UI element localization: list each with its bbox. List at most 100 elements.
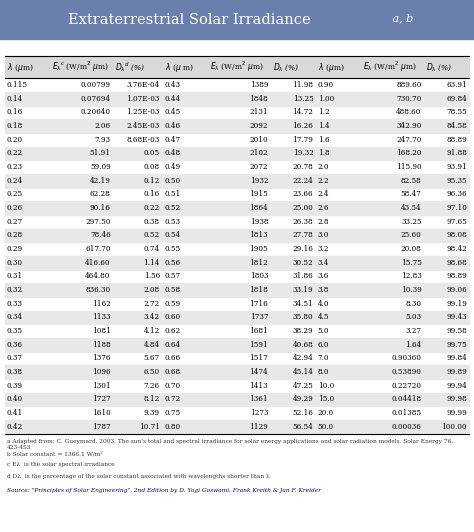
Text: 2.8: 2.8 [318, 218, 329, 226]
Text: 0.80: 0.80 [164, 423, 180, 431]
Text: 16.26: 16.26 [292, 122, 313, 130]
Text: 49.29: 49.29 [292, 395, 313, 403]
Text: 1716: 1716 [249, 300, 268, 307]
Text: 4.0: 4.0 [318, 300, 329, 307]
Text: 0.53890: 0.53890 [392, 368, 421, 376]
Text: 0.36: 0.36 [7, 340, 23, 349]
Text: 1787: 1787 [92, 423, 110, 431]
Text: 1727: 1727 [92, 395, 110, 403]
Text: 78.46: 78.46 [90, 231, 110, 239]
Text: 23.66: 23.66 [293, 190, 313, 198]
Text: $D_\lambda$ (%): $D_\lambda$ (%) [426, 61, 453, 73]
Text: 1905: 1905 [249, 245, 268, 253]
Text: 1681: 1681 [249, 327, 268, 335]
Text: 84.58: 84.58 [446, 122, 467, 130]
Text: 0.72: 0.72 [164, 395, 180, 403]
Text: 0.49: 0.49 [164, 163, 180, 171]
Text: $\lambda$ ($\mu$m): $\lambda$ ($\mu$m) [7, 61, 34, 73]
Text: 1.6: 1.6 [318, 136, 329, 144]
Text: 297.50: 297.50 [85, 218, 110, 226]
Text: 7.26: 7.26 [144, 382, 160, 390]
Text: 0.38: 0.38 [144, 218, 160, 226]
Text: 50.0: 50.0 [318, 423, 334, 431]
Text: 488.60: 488.60 [396, 109, 421, 117]
Text: 0.48: 0.48 [164, 149, 180, 157]
Text: 0.42: 0.42 [7, 423, 23, 431]
Text: 69.84: 69.84 [446, 95, 467, 103]
Text: 0.57: 0.57 [164, 272, 180, 280]
Text: 11.98: 11.98 [292, 81, 313, 89]
Text: 3.0: 3.0 [318, 231, 329, 239]
Text: 416.60: 416.60 [85, 259, 110, 267]
Text: 90.16: 90.16 [90, 204, 110, 212]
Text: 78.55: 78.55 [446, 109, 467, 117]
Text: 7.0: 7.0 [318, 354, 329, 362]
Text: 96.36: 96.36 [446, 190, 467, 198]
Text: 2131: 2131 [249, 109, 268, 117]
Text: Extraterrestrial Solar Irradiance: Extraterrestrial Solar Irradiance [68, 13, 311, 27]
Text: 99.75: 99.75 [446, 340, 467, 349]
Text: 1813: 1813 [249, 231, 268, 239]
Text: 1.2: 1.2 [318, 109, 329, 117]
Text: 63.91: 63.91 [446, 81, 467, 89]
Text: 99.06: 99.06 [446, 286, 467, 294]
Text: 1096: 1096 [92, 368, 110, 376]
Text: 99.58: 99.58 [446, 327, 467, 335]
Text: 0.47: 0.47 [164, 136, 180, 144]
Text: 0.46: 0.46 [164, 122, 180, 130]
Text: 1.56: 1.56 [144, 272, 160, 280]
Text: 0.52: 0.52 [164, 204, 180, 212]
Text: 98.68: 98.68 [446, 259, 467, 267]
Text: 1162: 1162 [92, 300, 110, 307]
Text: 3.6: 3.6 [318, 272, 329, 280]
Text: 0.75: 0.75 [164, 409, 180, 417]
Text: 4.12: 4.12 [144, 327, 160, 335]
Text: 1803: 1803 [250, 272, 268, 280]
Text: 0.00799: 0.00799 [81, 81, 110, 89]
Text: 4.84: 4.84 [144, 340, 160, 349]
Text: 0.05: 0.05 [144, 149, 160, 157]
Text: 1.00: 1.00 [318, 95, 334, 103]
Text: 1517: 1517 [249, 354, 268, 362]
Text: 0.90: 0.90 [318, 81, 334, 89]
Text: 58.47: 58.47 [401, 190, 421, 198]
Text: 2.45E-03: 2.45E-03 [127, 122, 160, 130]
Text: 13.25: 13.25 [292, 95, 313, 103]
Text: 5.67: 5.67 [144, 354, 160, 362]
Text: 97.10: 97.10 [446, 204, 467, 212]
Text: 1133: 1133 [92, 313, 110, 321]
Text: 0.50: 0.50 [164, 177, 180, 185]
Text: 1915: 1915 [249, 190, 268, 198]
Text: 0.20640: 0.20640 [81, 109, 110, 117]
Text: 1188: 1188 [92, 340, 110, 349]
Text: 0.14: 0.14 [7, 95, 23, 103]
Text: 38.29: 38.29 [293, 327, 313, 335]
Text: 1932: 1932 [250, 177, 268, 185]
Text: 1081: 1081 [92, 327, 110, 335]
Text: 342.90: 342.90 [396, 122, 421, 130]
Text: 2.0: 2.0 [318, 163, 329, 171]
Text: 0.59: 0.59 [164, 300, 180, 307]
Text: 0.64: 0.64 [164, 340, 180, 349]
Text: 93.91: 93.91 [446, 163, 467, 171]
Text: 0.27: 0.27 [7, 218, 23, 226]
Text: 14.72: 14.72 [292, 109, 313, 117]
Text: 836.30: 836.30 [85, 286, 110, 294]
Text: 25.60: 25.60 [401, 231, 421, 239]
Text: 20.08: 20.08 [401, 245, 421, 253]
Text: 0.74: 0.74 [144, 245, 160, 253]
Text: 0.20: 0.20 [7, 136, 23, 144]
Text: 0.41: 0.41 [7, 409, 23, 417]
Text: 464.80: 464.80 [85, 272, 110, 280]
Text: d Dλ  is the percentage of the solar constant associated with wavelengths shorte: d Dλ is the percentage of the solar cons… [7, 474, 270, 479]
Text: 1.4: 1.4 [318, 122, 329, 130]
Text: 0.22: 0.22 [144, 204, 160, 212]
Text: 0.38: 0.38 [7, 368, 23, 376]
Text: 0.26: 0.26 [7, 204, 23, 212]
Text: 0.22: 0.22 [7, 149, 23, 157]
Text: 3.2: 3.2 [318, 245, 329, 253]
Text: $D_\lambda$ (%): $D_\lambda$ (%) [273, 61, 300, 73]
Text: 43.54: 43.54 [401, 204, 421, 212]
Text: 8.30: 8.30 [406, 300, 421, 307]
Text: 47.25: 47.25 [292, 382, 313, 390]
